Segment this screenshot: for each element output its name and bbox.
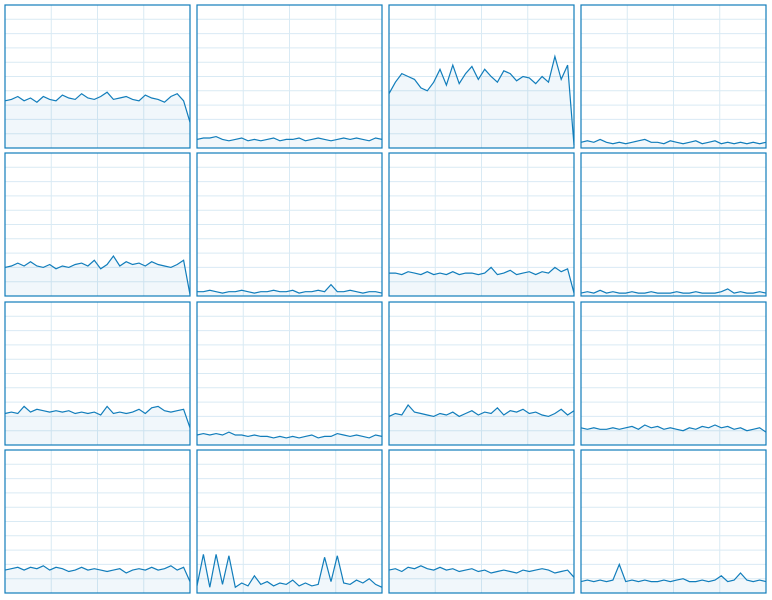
cpu-line [196,554,383,589]
cpu-line [4,254,191,295]
cpu-line [196,431,383,439]
core-graph [196,301,383,446]
graph-border [388,449,575,594]
graph-border [388,152,575,297]
graph-border [4,4,191,149]
cpu-line [4,565,191,582]
cpu-line [389,266,575,294]
graph-border [196,449,383,594]
cpu-area [197,284,382,296]
cpu-line [4,405,191,428]
graph-border [4,301,191,446]
core-graph [388,4,575,149]
graph-border [388,301,575,446]
cpu-line [197,283,383,294]
core-graph [388,449,575,594]
core-graph [580,4,767,149]
cpu-area [581,564,766,593]
cpu-line [580,138,767,145]
core-graph [580,152,767,297]
cpu-area [5,406,190,445]
core-graph [4,4,191,149]
core-graph [196,4,383,149]
cpu-area [5,92,190,148]
cpu-area [389,405,574,445]
cpu-area [581,425,766,445]
cpu-area [389,565,574,593]
cpu-line [388,565,575,578]
cpu-area [197,136,382,148]
cpu-line [388,404,575,418]
graph-border [580,152,767,297]
core-graph [388,301,575,446]
cpu-line [4,91,191,123]
core-graph [196,449,383,594]
cpu-line [580,562,767,583]
cpu-area [5,565,190,593]
cpu-line [580,288,767,294]
cpu-area [581,139,766,148]
core-graph [4,152,191,297]
core-graph [4,301,191,446]
graph-border [580,301,767,446]
core-graph [580,301,767,446]
graph-border [196,4,383,149]
graph-border [196,301,383,446]
cpu-line [196,135,383,142]
core-graph [4,449,191,594]
graph-border [388,4,575,149]
cpu-area [197,432,382,445]
cpu-line [580,424,767,433]
core-graph [580,449,767,594]
core-graph [196,152,383,297]
graph-border [580,4,767,149]
graph-border [196,152,383,297]
cpu-line [388,54,575,146]
graph-border [4,152,191,297]
core-graph [388,152,575,297]
graph-border [4,449,191,594]
graph-border [580,449,767,594]
